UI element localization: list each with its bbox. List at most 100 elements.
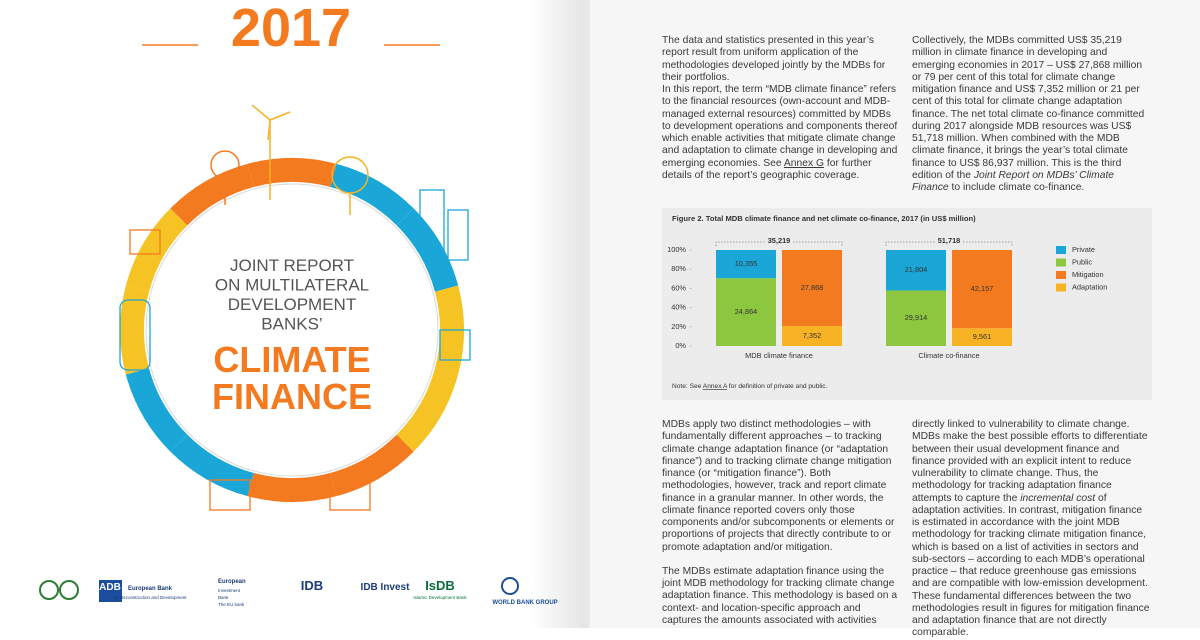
paragraph: MDBs apply two distinct methodologies – … [662, 419, 900, 554]
data-label: 27,868 [801, 283, 824, 292]
ring-segment [396, 368, 459, 452]
cover-subtitle: JOINT REPORT [230, 256, 354, 275]
legend-swatch [1056, 271, 1066, 279]
text-run: The data and statistics presented in thi… [662, 35, 886, 83]
logo-text: IsDB [425, 578, 455, 593]
ring-segment [330, 163, 414, 226]
text-run: MDBs apply two distinct methodologies – … [662, 419, 895, 553]
ring-segment [125, 368, 188, 452]
ring-segment [120, 285, 150, 375]
inner-ring [145, 183, 439, 477]
text-run: for further details of the report’s geog… [662, 157, 872, 181]
legend-label: Private [1072, 245, 1095, 254]
paragraph: In this report, the term “MDB climate fi… [662, 84, 900, 182]
logo-text: Bank [218, 595, 229, 600]
data-label: 24,864 [735, 307, 758, 316]
logo-text: IDB [301, 578, 323, 593]
bar-segment [716, 278, 776, 346]
text-run: incremental cost [1020, 492, 1096, 504]
cover-headline: CLIMATE [213, 339, 370, 380]
text-run: Annex G [783, 157, 824, 169]
y-tick-label: 60% [671, 283, 686, 292]
cover-subtitle: DEVELOPMENT [228, 295, 356, 314]
figure: Figure 2. Total MDB climate finance and … [662, 208, 1152, 400]
note-run: Annex A [703, 383, 728, 390]
paragraph: directly linked to vulnerability to clim… [912, 419, 1150, 640]
text-run: In this report, the term “MDB climate fi… [662, 84, 898, 169]
logo-text: IDB Invest [361, 582, 411, 593]
chart-title: Figure 2. Total MDB climate finance and … [672, 214, 976, 223]
bar-segment [952, 250, 1012, 329]
cover-page: 2017 JOINT REPORT ON MULTILATERAL DEVELOPM… [0, 0, 590, 628]
y-tick-label: 40% [671, 303, 686, 312]
legend-label: Public [1072, 257, 1092, 266]
logo-text: Islamic Development Bank [413, 595, 467, 600]
illustration [119, 189, 471, 371]
y-tick-label: 100% [667, 245, 686, 254]
logo-mark [99, 580, 122, 602]
data-label: 29,914 [905, 313, 928, 322]
ring-segment [247, 472, 337, 502]
y-tick-label: 20% [671, 322, 686, 331]
x-tick-label: Climate co-finance [918, 351, 979, 360]
text-run: Collectively, the MDBs committed US$ 35,… [912, 35, 1145, 181]
logo-text: European Bank [128, 586, 173, 592]
ring-segment [125, 208, 188, 292]
note-run: Note: See [672, 383, 703, 390]
text-run: Joint Report on MDBs’ Climate Finance [912, 169, 1115, 193]
ring-segment [330, 434, 414, 497]
logo-text: WORLD BANK GROUP [492, 600, 557, 606]
logo-text: Investment [218, 588, 241, 593]
data-label: 10,355 [735, 259, 758, 268]
note-run: for definition of private and public. [727, 383, 828, 390]
illustration [210, 104, 369, 215]
bar-segment [886, 290, 946, 346]
text-run: The MDBs estimate adaptation finance usi… [662, 565, 898, 626]
text-run: directly linked to vulnerability to clim… [912, 419, 1148, 504]
bar-segment [886, 250, 946, 291]
chart: Figure 2. Total MDB climate finance and … [667, 214, 1107, 390]
text-column: The data and statistics presented in thi… [662, 35, 900, 182]
chart-note: Note: See Annex A for definition of priv… [672, 383, 828, 390]
logo-text: ADB [99, 582, 121, 593]
cover-subtitle: ON MULTILATERAL [215, 276, 369, 295]
illustration [129, 229, 371, 511]
logos: ADB European Bank for Reconstruction and D… [39, 577, 558, 607]
bar-segment [952, 328, 1012, 346]
y-tick-label: 0% [675, 341, 686, 350]
legend-swatch [1056, 246, 1066, 254]
bar-segment [782, 250, 842, 326]
total-label: 51,718 [938, 236, 961, 245]
paragraph: The data and statistics presented in thi… [662, 35, 900, 84]
logo-mark [501, 577, 519, 595]
paragraph: Collectively, the MDBs committed US$ 35,… [912, 35, 1150, 194]
bar-segment [716, 250, 776, 279]
logo-mark [39, 580, 59, 600]
logo-text: The EU bank [218, 602, 245, 607]
text-column: directly linked to vulnerability to clim… [912, 419, 1150, 640]
logo-text: for Reconstruction and Development [113, 595, 187, 600]
data-label: 42,157 [971, 284, 994, 293]
cover-subtitle: BANKS’ [261, 315, 322, 334]
y-tick-label: 80% [671, 264, 686, 273]
legend-swatch [1056, 258, 1066, 267]
text-run: to include climate co-finance. [948, 182, 1085, 193]
logo-text: European [218, 579, 246, 585]
bar-segment [782, 325, 842, 346]
legend-label: Adaptation [1072, 282, 1107, 291]
ring-segment [170, 163, 254, 226]
legend-label: Mitigation [1072, 270, 1104, 279]
paragraph: The MDBs estimate adaptation finance usi… [662, 566, 900, 627]
ring-segment [170, 434, 254, 497]
cover-headline: FINANCE [212, 376, 372, 417]
text-column: MDBs apply two distinct methodologies – … [662, 419, 900, 627]
ring-segment [396, 208, 459, 292]
logo-mark [59, 580, 79, 600]
text-run: of adaptation activities. In contrast, m… [912, 492, 1150, 639]
total-bracket [885, 241, 1013, 246]
year: 2017 [231, 0, 351, 58]
total-bracket [715, 241, 843, 246]
